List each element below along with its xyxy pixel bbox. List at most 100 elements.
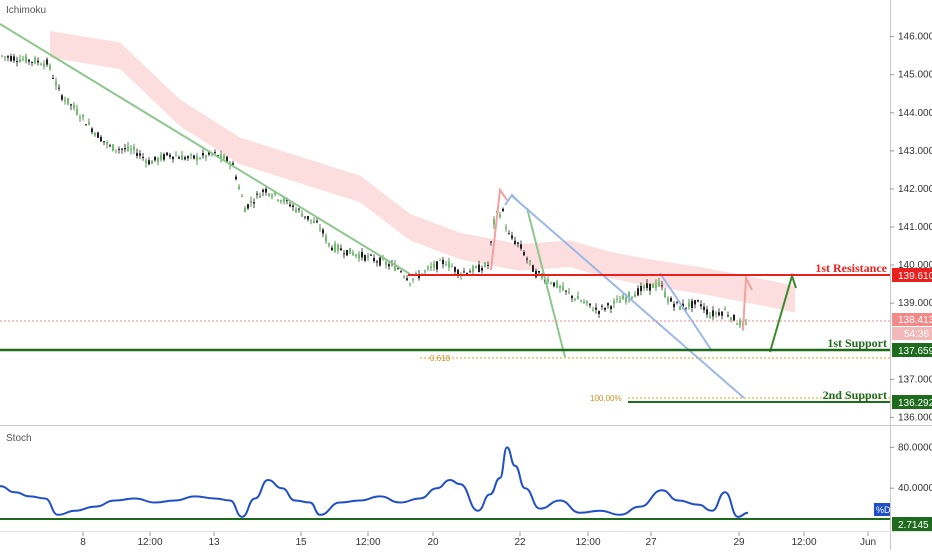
- candle-body-152: [457, 269, 459, 276]
- candle-body-186: [559, 286, 561, 289]
- candle-body-173: [520, 244, 522, 249]
- candle-body-93: [280, 200, 282, 202]
- candle-body-49: [148, 160, 150, 165]
- candle-body-203: [610, 306, 612, 309]
- candle-body-112: [337, 244, 339, 251]
- candle-body-171: [514, 240, 516, 244]
- blue-trend-short: [659, 272, 713, 352]
- candle-body-162: [487, 265, 489, 267]
- stoch-label: Stoch: [6, 433, 32, 444]
- candle-body-156: [469, 271, 471, 273]
- candle-body-16: [49, 65, 51, 69]
- candle-body-239: [718, 312, 720, 316]
- time-tick-label-5: 20: [427, 537, 439, 548]
- candle-body-113: [340, 248, 342, 251]
- candle-body-205: [616, 298, 618, 300]
- candle-body-172: [517, 242, 519, 244]
- candle-body-155: [466, 272, 468, 275]
- stoch-axis: 80.0000 40.0000: [890, 442, 932, 494]
- candle-body-4: [13, 56, 15, 61]
- candle-body-57: [172, 156, 174, 160]
- support1-tag-value: 137.659: [898, 346, 932, 357]
- ichimoku-cloud: [50, 30, 795, 313]
- price-tick-label-5: 141.000: [898, 222, 932, 233]
- candle-body-70: [211, 154, 213, 156]
- candle-body-108: [325, 235, 327, 242]
- candle-body-147: [442, 259, 444, 265]
- candle-body-234: [703, 306, 705, 310]
- candle-body-233: [700, 304, 702, 307]
- stoch-legend-tag: [874, 503, 890, 516]
- candle-body-36: [109, 145, 111, 147]
- price-tick-label-9: 136.000: [898, 412, 932, 423]
- time-tick-label-8: 27: [645, 537, 657, 548]
- candle-body-85: [256, 193, 258, 195]
- candle-body-200: [601, 305, 603, 307]
- candle-body-87: [262, 189, 264, 192]
- candle-body-50: [151, 161, 153, 165]
- candle-body-94: [283, 197, 285, 203]
- support2-tag-value: 136.292: [898, 398, 932, 409]
- candle-body-240: [721, 311, 723, 316]
- time-tick-label-1: 12:00: [137, 537, 162, 548]
- candle-body-139: [418, 274, 420, 279]
- candle-body-235: [706, 309, 708, 315]
- candle-body-23: [70, 104, 72, 106]
- candle-body-169: [508, 233, 510, 235]
- candle-body-206: [619, 300, 621, 303]
- candle-body-170: [511, 235, 513, 239]
- candle-body-116: [349, 247, 351, 254]
- candle-body-100: [301, 213, 303, 217]
- candle-body-226: [679, 306, 681, 310]
- time-tick-label-9: 29: [733, 537, 745, 548]
- candle-body-194: [583, 301, 585, 303]
- candle-body-122: [367, 255, 369, 258]
- candle-body-32: [97, 132, 99, 138]
- candle-body-37: [112, 144, 114, 152]
- candle-body-43: [130, 148, 132, 151]
- candle-body-20: [61, 95, 63, 100]
- candle-body-134: [403, 276, 405, 278]
- price-tick-label-6: 140.000: [898, 260, 932, 271]
- candle-body-150: [451, 266, 453, 268]
- main-downtrend-line: [0, 23, 411, 275]
- candle-body-74: [223, 155, 225, 160]
- candle-body-201: [604, 307, 606, 310]
- candle-body-219: [658, 281, 660, 286]
- candle-body-217: [652, 283, 654, 289]
- candle-body-12: [37, 60, 39, 63]
- candle-body-149: [448, 261, 450, 268]
- resistance-tag-value: 139.610: [898, 271, 932, 282]
- candle-body-231: [694, 300, 696, 305]
- candle-body-19: [58, 87, 60, 89]
- candle-body-27: [82, 115, 84, 117]
- candle-body-81: [244, 208, 246, 213]
- candle-body-151: [454, 266, 456, 272]
- candle-body-89: [268, 193, 270, 196]
- candle-body-148: [445, 264, 447, 266]
- stoch-legend-label: %D: [876, 505, 891, 515]
- candle-body-18: [55, 81, 57, 86]
- candle-body-105: [316, 220, 318, 223]
- candle-body-136: [409, 283, 411, 285]
- candle-body-66: [199, 158, 201, 160]
- candle-body-52: [157, 157, 159, 162]
- time-tick-label-2: 13: [208, 537, 220, 548]
- candle-body-175: [526, 258, 528, 260]
- candle-body-114: [343, 253, 345, 255]
- candle-body-88: [265, 188, 267, 193]
- candle-body-128: [385, 261, 387, 265]
- candle-body-34: [103, 141, 105, 143]
- candle-body-178: [535, 270, 537, 278]
- candle-body-135: [406, 278, 408, 281]
- candle-body-163: [490, 241, 492, 243]
- candle-body-78: [235, 176, 237, 180]
- candle-body-26: [79, 117, 81, 119]
- time-tick-label-6: 22: [514, 537, 526, 548]
- timer-value: 54:36: [904, 329, 929, 340]
- candle-body-65: [196, 155, 198, 161]
- candle-body-248: [745, 323, 747, 325]
- candle-body-110: [331, 247, 333, 251]
